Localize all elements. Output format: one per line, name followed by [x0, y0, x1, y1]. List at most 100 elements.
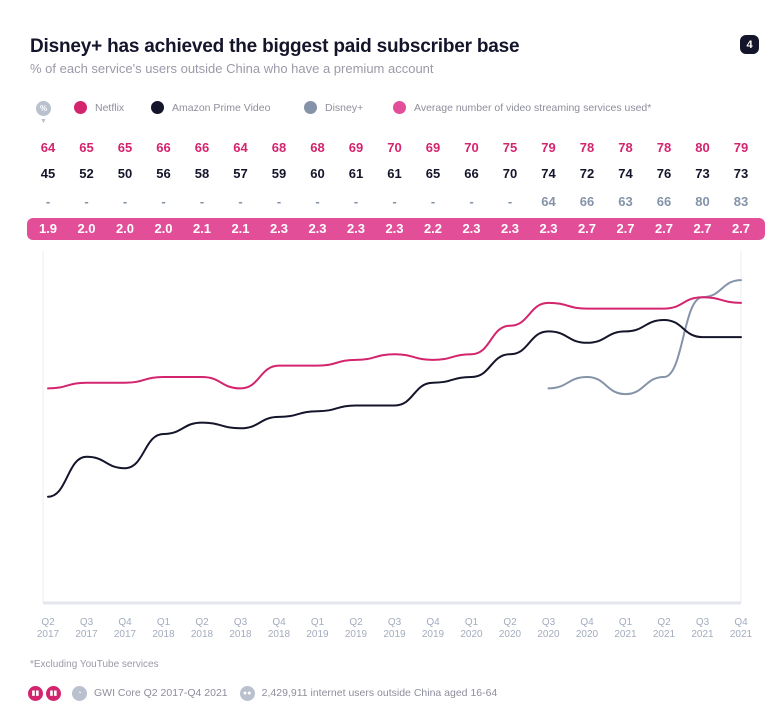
- x-tick-year: 2017: [75, 629, 98, 640]
- x-tick-label: Q2 2018: [180, 617, 224, 641]
- legend-dot-icon: [393, 101, 406, 114]
- netflix-value: 70: [387, 140, 402, 155]
- legend-item-average: Average number of video streaming servic…: [393, 101, 651, 114]
- data-point: [317, 410, 319, 412]
- data-point: [86, 456, 88, 458]
- netflix-value: 66: [156, 140, 171, 155]
- disney-value: -: [276, 194, 282, 209]
- amazon-value: 76: [656, 166, 672, 181]
- average-value: 2.1: [192, 221, 212, 236]
- data-point: [471, 353, 473, 355]
- x-tick-year: 2018: [229, 629, 252, 640]
- average-value: 2.3: [269, 221, 289, 236]
- data-point: [509, 353, 511, 355]
- disney-value: -: [45, 194, 51, 209]
- amazon-value: 65: [425, 166, 441, 181]
- legend-dot-icon: [304, 101, 317, 114]
- x-tick-year: 2017: [36, 629, 60, 640]
- legend-label: Average number of video streaming servic…: [414, 101, 652, 114]
- data-point: [394, 353, 396, 355]
- x-tick-quarter: Q1: [156, 617, 171, 628]
- x-tick-quarter: Q2: [41, 617, 55, 628]
- legend-item-disney: Disney+: [304, 101, 363, 114]
- x-tick-year: 2018: [152, 629, 175, 640]
- footnote: *Excluding YouTube services: [30, 659, 159, 670]
- netflix-value: 79: [733, 140, 749, 155]
- series-amazon-prime-video: [47, 318, 742, 498]
- x-tick-quarter: Q4: [734, 617, 748, 628]
- x-tick-label: Q2 2017: [26, 617, 70, 641]
- legend-label: Netflix: [95, 101, 125, 114]
- amazon-value: 61: [348, 166, 364, 181]
- x-tick-year: 2020: [498, 629, 522, 640]
- data-point: [625, 308, 627, 310]
- disney-values-row: - - - - - - - - - - - - - 64 66 63 66 80 83: [0, 192, 784, 212]
- disney-value: -: [469, 194, 474, 209]
- disney-value: 66: [579, 194, 595, 209]
- netflix-value: 64: [233, 140, 248, 155]
- data-point: [625, 393, 627, 395]
- amazon-value: 45: [40, 166, 56, 181]
- data-point: [702, 336, 704, 338]
- data-point: [240, 387, 242, 389]
- legend-item-amazon: Amazon Prime Video: [151, 101, 270, 114]
- data-point: [702, 296, 704, 298]
- x-tick-year: 2017: [113, 629, 137, 640]
- average-value: 2.7: [731, 221, 751, 236]
- x-tick-label: Q2 2020: [488, 617, 532, 641]
- chart-subtitle: % of each service's users outside China …: [30, 61, 434, 76]
- data-point: [586, 342, 588, 344]
- data-point: [278, 416, 280, 418]
- netflix-value: 78: [656, 140, 672, 155]
- clock-icon: ◔: [72, 685, 87, 701]
- data-point: [509, 325, 511, 327]
- data-point: [740, 279, 742, 281]
- x-tick-year: 2019: [383, 629, 406, 640]
- x-tick-quarter: Q4: [426, 617, 440, 628]
- amazon-value: 59: [271, 166, 287, 181]
- netflix-value: 69: [425, 140, 441, 155]
- disney-value: -: [430, 194, 436, 209]
- x-tick-year: 2019: [421, 629, 445, 640]
- source-text: GWI Core Q2 2017-Q4 2021: [94, 687, 228, 699]
- data-point: [124, 382, 126, 384]
- x-tick-year: 2021: [691, 629, 714, 640]
- legend-label: Disney+: [325, 101, 364, 114]
- netflix-value: 70: [464, 140, 479, 155]
- data-point: [586, 308, 588, 310]
- amazon-value: 61: [387, 166, 402, 181]
- x-tick-label: Q1 2020: [450, 617, 494, 641]
- data-point: [625, 330, 627, 332]
- series-netflix: [47, 296, 742, 390]
- line-chart: [42, 251, 742, 605]
- data-point: [586, 376, 588, 378]
- x-tick-quarter: Q3: [541, 617, 556, 628]
- average-value: 2.1: [231, 221, 250, 236]
- data-point: [278, 365, 280, 367]
- x-tick-year: 2018: [267, 629, 291, 640]
- data-point: [47, 387, 49, 389]
- data-point: [47, 496, 49, 498]
- data-point: [548, 302, 550, 304]
- netflix-value: 68: [271, 140, 287, 155]
- average-values-row: 1.9 2.0 2.0 2.0 2.1 2.1 2.3 2.3 2.3 2.3 2.2 2.3 2.3 2…: [0, 219, 784, 239]
- netflix-value: 65: [79, 140, 94, 155]
- x-tick-quarter: Q4: [272, 617, 286, 628]
- netflix-value: 66: [194, 140, 210, 155]
- netflix-value: 78: [618, 140, 633, 155]
- x-tick-label: Q1 2021: [604, 617, 648, 641]
- average-value: 1.9: [38, 221, 58, 236]
- x-tick-quarter: Q1: [464, 617, 479, 628]
- legend-item-netflix: Netflix: [74, 101, 124, 114]
- amazon-value: 74: [541, 166, 556, 181]
- disney-value: -: [199, 194, 205, 209]
- x-tick-quarter: Q4: [580, 617, 594, 628]
- amazon-value: 74: [618, 166, 633, 181]
- x-tick-label: Q3 2019: [373, 617, 417, 641]
- x-tick-label: Q4 2019: [411, 617, 455, 641]
- x-tick-year: 2018: [190, 629, 214, 640]
- average-value: 2.7: [616, 221, 635, 236]
- bar-chart-icon: ▮▮: [28, 685, 43, 701]
- data-point: [240, 427, 242, 429]
- x-tick-label: Q1 2018: [142, 617, 186, 641]
